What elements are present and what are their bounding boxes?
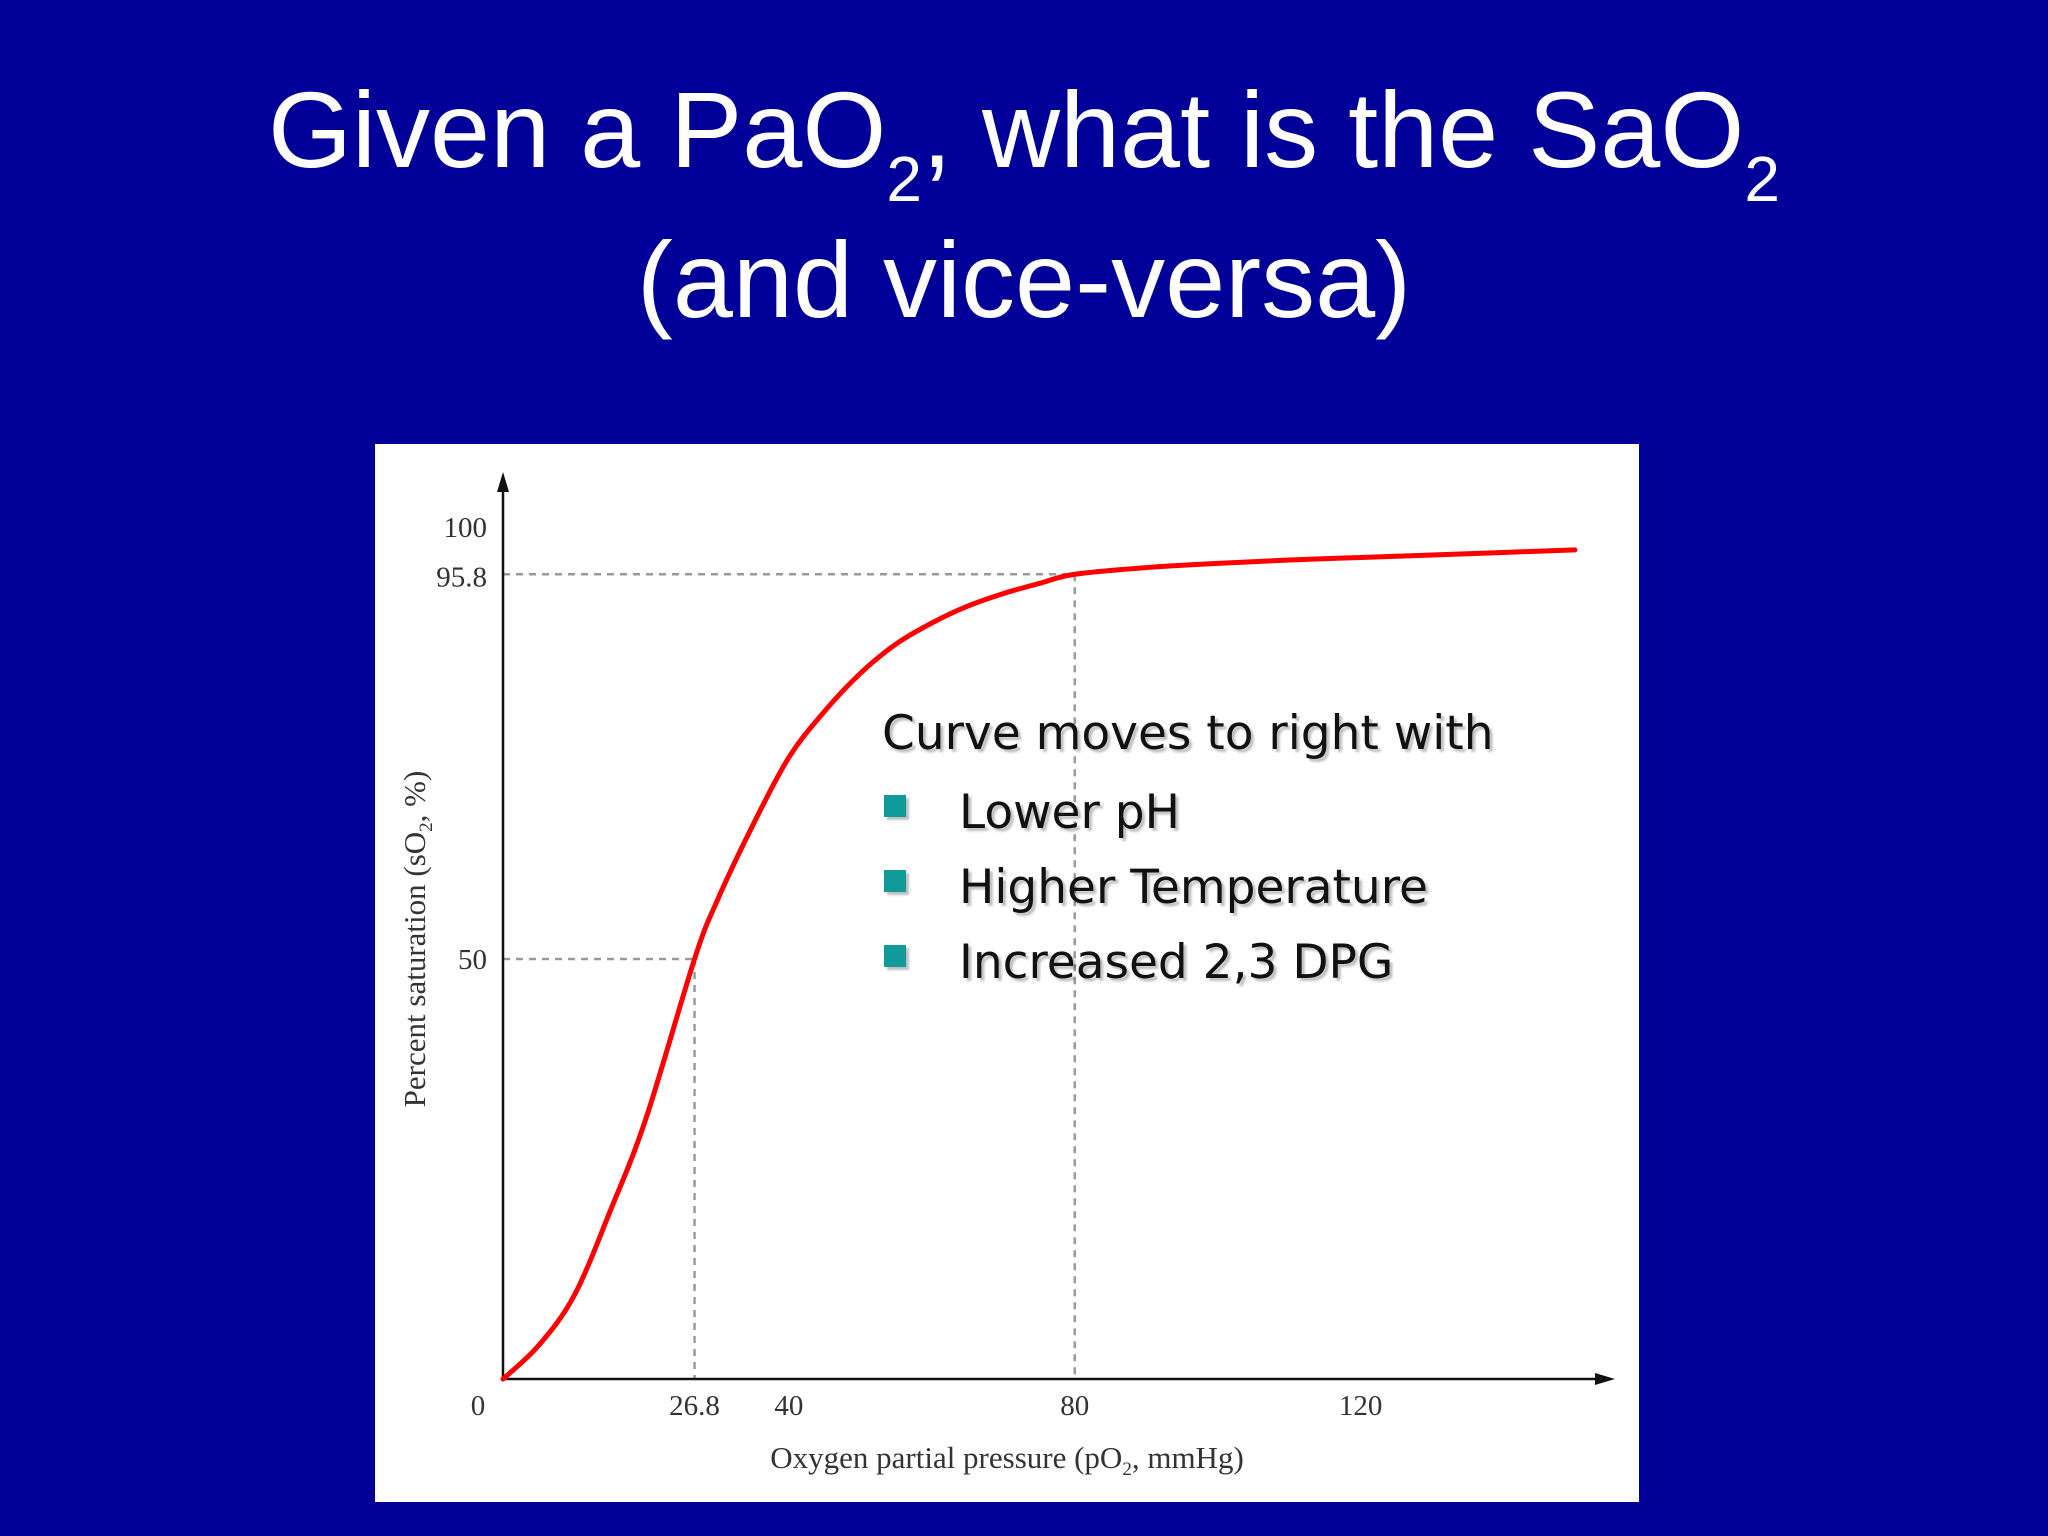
annotation-item-label: Lower pH	[959, 785, 1180, 840]
title-line-2: (and vice-versa)	[636, 219, 1412, 340]
annotation-item-label: Higher Temperature	[959, 860, 1428, 915]
y-tick-label: 95.8	[436, 561, 487, 593]
x-axis-arrow-icon	[1595, 1373, 1615, 1385]
y-tick-label: 100	[444, 512, 488, 544]
oxygen-dissociation-chart: 0 26.8 40 80 120 100 95.8 50 Oxygen partial pres…	[397, 472, 1615, 1480]
y-axis-title: Percent saturation (sO2, %)	[397, 771, 437, 1108]
x-axis-title: Oxygen partial pressure (pO2, mmHg)	[770, 1440, 1244, 1480]
annotation-item-label: Increased 2,3 DPG	[959, 935, 1394, 990]
y-tick-label: 50	[458, 944, 487, 976]
title-text-b: , what is the SaO	[921, 69, 1745, 190]
title-line-1: Given a PaO2, what is the SaO2	[0, 55, 2048, 211]
title-subscript-1: 2	[886, 143, 922, 215]
annotation-box: Curve moves to right with Lower pH Highe…	[882, 706, 1494, 1010]
saturation-curve	[500, 547, 1578, 1382]
annotation-item-1: Lower pH	[882, 785, 1494, 860]
chart-panel: 0 26.8 40 80 120 100 95.8 50 Oxygen partial pres…	[375, 444, 1639, 1502]
bullet-square-icon	[884, 945, 906, 967]
annotation-heading: Curve moves to right with	[882, 706, 1494, 761]
y-axis-arrow-icon	[497, 472, 509, 492]
title-subscript-2: 2	[1744, 143, 1780, 215]
bullet-square-icon	[884, 795, 906, 817]
x-tick-label: 26.8	[669, 1390, 720, 1422]
title-text-a: Given a PaO	[268, 69, 887, 190]
annotation-item-2: Higher Temperature	[882, 860, 1494, 935]
x-tick-label: 120	[1339, 1390, 1383, 1422]
bullet-square-icon	[884, 870, 906, 892]
x-tick-label: 0	[471, 1390, 486, 1422]
slide-title: Given a PaO2, what is the SaO2 (and vice…	[0, 55, 2048, 355]
annotation-item-3: Increased 2,3 DPG	[882, 935, 1494, 1010]
x-tick-label: 40	[774, 1390, 803, 1422]
x-tick-label: 80	[1060, 1390, 1089, 1422]
